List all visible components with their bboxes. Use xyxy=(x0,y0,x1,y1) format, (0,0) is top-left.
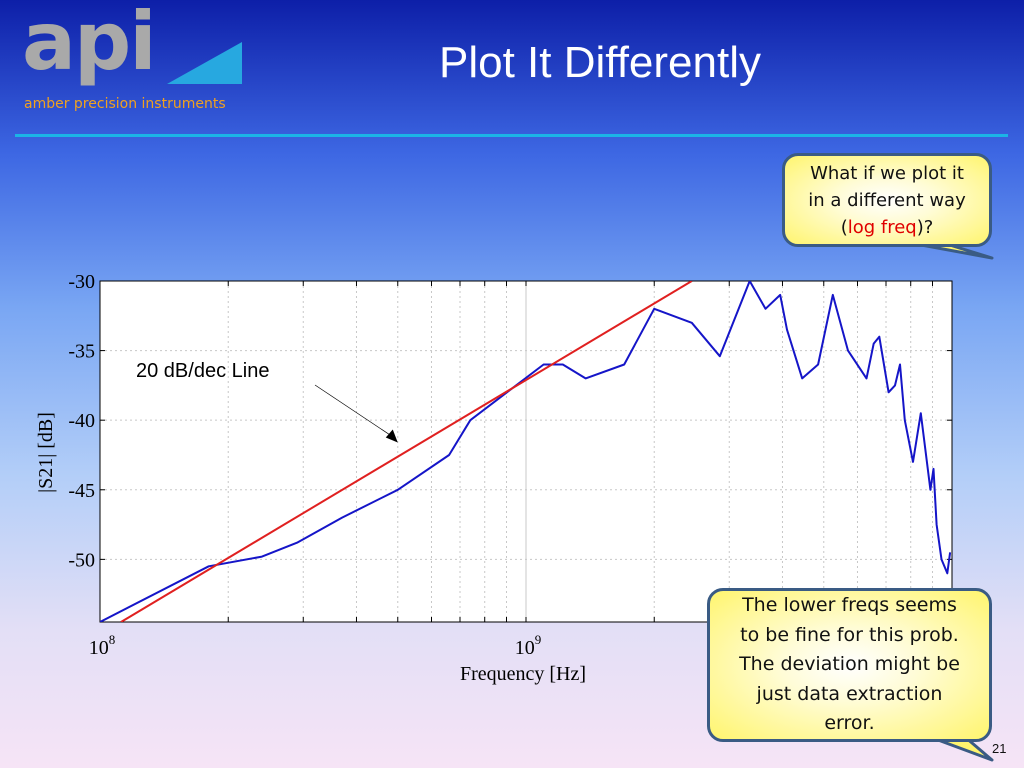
annotation-arrowhead xyxy=(385,429,398,443)
x-axis-label: Frequency [Hz] xyxy=(460,663,586,685)
callout-bottom-line5: error. xyxy=(824,712,875,735)
y-tick-label: -30 xyxy=(68,271,95,293)
x-tick-label: 108 xyxy=(89,632,116,659)
callout-bottom-line1: The lower freqs seems xyxy=(742,594,957,617)
blue-triangle-icon xyxy=(167,42,242,84)
chart-series xyxy=(100,281,952,622)
y-tick-label: -50 xyxy=(68,549,95,571)
callout-top-line2: in a different way xyxy=(808,189,966,211)
callout-paren-close: )? xyxy=(916,216,934,238)
x-axis-ticks: 108 109 xyxy=(89,632,542,659)
y-tick-label: -40 xyxy=(68,410,95,432)
annotation-leader xyxy=(314,384,394,438)
measured-s21-line xyxy=(100,281,952,622)
chart-annotations: 20 dB/dec Line xyxy=(136,360,398,443)
callout-paren-open: ( xyxy=(840,216,848,238)
logo-wordmark: api xyxy=(22,0,157,88)
logo-tagline: amber precision instruments xyxy=(24,96,226,112)
x-tick-label: 109 xyxy=(515,632,542,659)
plot-area-frame xyxy=(99,280,953,623)
callout-bottom-line4: just data extraction xyxy=(756,682,943,705)
callout-bottom-line3: The deviation might be xyxy=(739,653,960,676)
callout-top-line3: (log freq)? xyxy=(808,214,965,241)
log-freq-callout: What if we plot it in a different way (l… xyxy=(782,153,992,247)
callout-top-line1: What if we plot it xyxy=(810,162,964,184)
slide-title: Plot It Differently xyxy=(439,38,761,87)
y-axis-ticks: -30 -35 -40 -45 -50 xyxy=(68,271,952,571)
callout-highlight: log freq xyxy=(847,216,917,238)
page-number: 21 xyxy=(992,741,1007,756)
y-axis-label: |S21| [dB] xyxy=(35,412,57,493)
callout-bottom-line2: to be fine for this prob. xyxy=(740,623,959,646)
lower-freq-callout: The lower freqs seems to be fine for thi… xyxy=(707,588,992,742)
y-tick-label: -35 xyxy=(68,341,95,363)
reference-20db-dec-line xyxy=(120,281,693,622)
api-logo: api amber precision instruments xyxy=(22,2,242,120)
annotation-label: 20 dB/dec Line xyxy=(136,360,269,382)
title-divider xyxy=(15,134,1008,137)
y-tick-label: -45 xyxy=(68,480,95,502)
